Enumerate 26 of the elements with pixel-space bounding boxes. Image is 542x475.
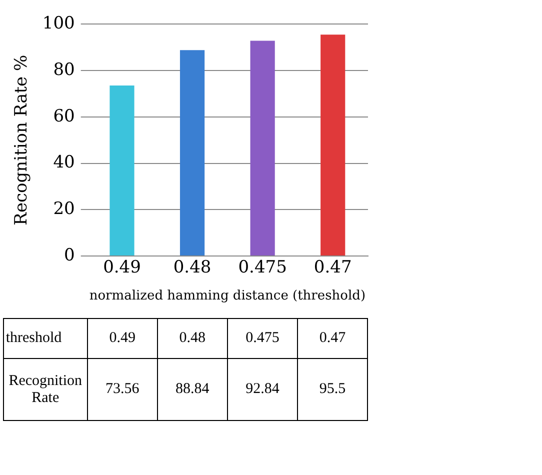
x-tick-label: 0.48 — [173, 258, 212, 278]
text: threshold — [3, 318, 88, 358]
category-label: 0.475 — [246, 330, 280, 346]
x-tick-label: 0.475 — [238, 258, 287, 278]
category-label: 0.48 — [179, 330, 206, 346]
bar — [250, 40, 275, 256]
data-label: 92.84 — [227, 358, 298, 420]
bar — [320, 34, 346, 256]
y-tick-label: 20 — [53, 199, 75, 220]
y-tick-label: 80 — [53, 60, 75, 80]
text: Recognition Rate — [3, 358, 88, 420]
y-axis-title: Recognition Rate % — [12, 54, 32, 226]
x-axis-title: normalized hamming distance (threshold) — [89, 288, 366, 304]
y-tick-label: 60 — [53, 106, 75, 126]
x-tick-label: 0.49 — [103, 258, 141, 278]
y-tick-label: 0 — [64, 245, 75, 266]
bar — [110, 85, 134, 256]
category-label: 0.49 — [109, 330, 136, 346]
y-tick-label: 40 — [53, 152, 75, 173]
data-label: 88.84 — [157, 358, 228, 420]
y-tick-label: 100 — [42, 14, 75, 34]
data-label: 95.5 — [297, 358, 368, 420]
category-label: 0.47 — [319, 330, 346, 346]
bar — [180, 50, 205, 256]
data-label: 73.56 — [87, 358, 158, 420]
x-tick-label: 0.47 — [314, 258, 352, 278]
